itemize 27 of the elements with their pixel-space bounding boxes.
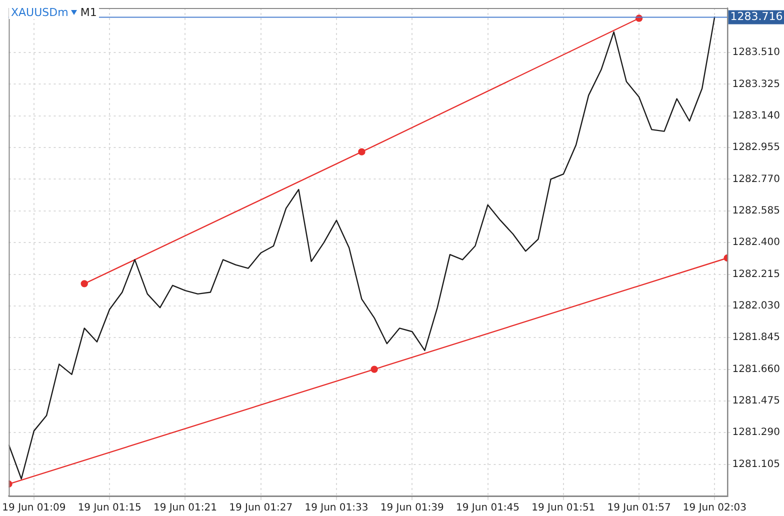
x-tick-label: 19 Jun 01:21 — [153, 502, 217, 514]
x-tick-label: 19 Jun 01:51 — [532, 502, 596, 514]
y-tick-label: 1281.475 — [732, 396, 780, 407]
x-tick-label: 19 Jun 01:27 — [229, 502, 293, 514]
y-tick-label: 1281.290 — [732, 427, 780, 438]
x-tick-label: 19 Jun 01:15 — [78, 502, 142, 514]
y-tick-label: 1281.845 — [732, 332, 780, 344]
y-tick-label: 1282.770 — [732, 174, 780, 185]
x-tick-label: 19 Jun 01:33 — [304, 502, 368, 514]
chart-subtitle: M1 — [80, 6, 97, 19]
x-tick-label: 19 Jun 02:03 — [682, 502, 746, 514]
y-tick-label: 1282.215 — [732, 268, 780, 280]
ref-line-label: 1283.716 — [730, 10, 783, 24]
x-tick-label: 19 Jun 01:57 — [607, 502, 671, 514]
y-tick-label: 1282.585 — [732, 206, 780, 216]
y-tick-label: 1281.660 — [732, 364, 780, 375]
x-tick-label: 19 Jun 01:39 — [380, 502, 444, 514]
x-tick-label: 19 Jun 01:45 — [456, 502, 520, 514]
y-tick-label: 1282.030 — [732, 300, 780, 312]
chart-title: XAUUSDm — [11, 6, 68, 19]
y-tick-label: 1282.400 — [732, 237, 780, 248]
y-tick-label: 1283.510 — [732, 47, 780, 58]
y-tick-label: 1283.140 — [732, 110, 780, 122]
y-tick-label: 1281.105 — [732, 458, 780, 470]
y-tick-label: 1283.325 — [732, 78, 780, 90]
y-tick-label: 1282.955 — [732, 142, 780, 154]
x-tick-label: 19 Jun 01:09 — [2, 502, 66, 514]
